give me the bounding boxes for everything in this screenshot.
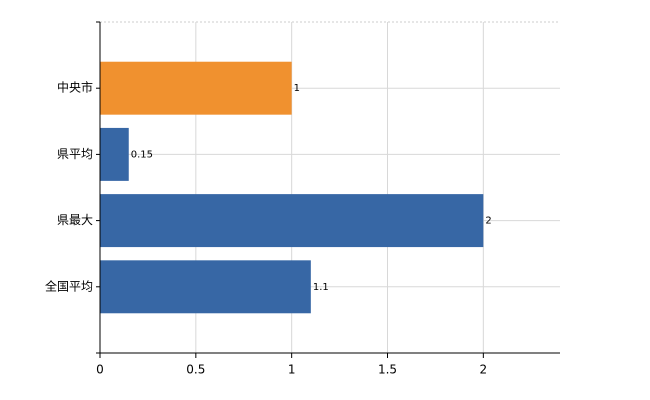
- x-tick-label: 0.5: [186, 363, 205, 377]
- bar: [100, 127, 129, 181]
- y-tick-label: 県平均: [57, 147, 93, 161]
- x-tick-label: 0: [96, 363, 104, 377]
- bar: [100, 61, 292, 115]
- x-tick-label: 1.5: [378, 363, 397, 377]
- value-label: 1: [294, 83, 300, 94]
- value-label: 0.15: [131, 149, 153, 160]
- value-label: 1.1: [313, 282, 329, 293]
- value-label: 2: [485, 216, 491, 227]
- x-tick-label: 1: [288, 363, 296, 377]
- y-tick-label: 中央市: [57, 80, 93, 95]
- bar: [100, 194, 484, 248]
- y-tick-label: 県最大: [57, 213, 93, 227]
- bar: [100, 260, 311, 314]
- x-tick-label: 2: [480, 363, 488, 377]
- y-tick-label: 全国平均: [45, 278, 93, 293]
